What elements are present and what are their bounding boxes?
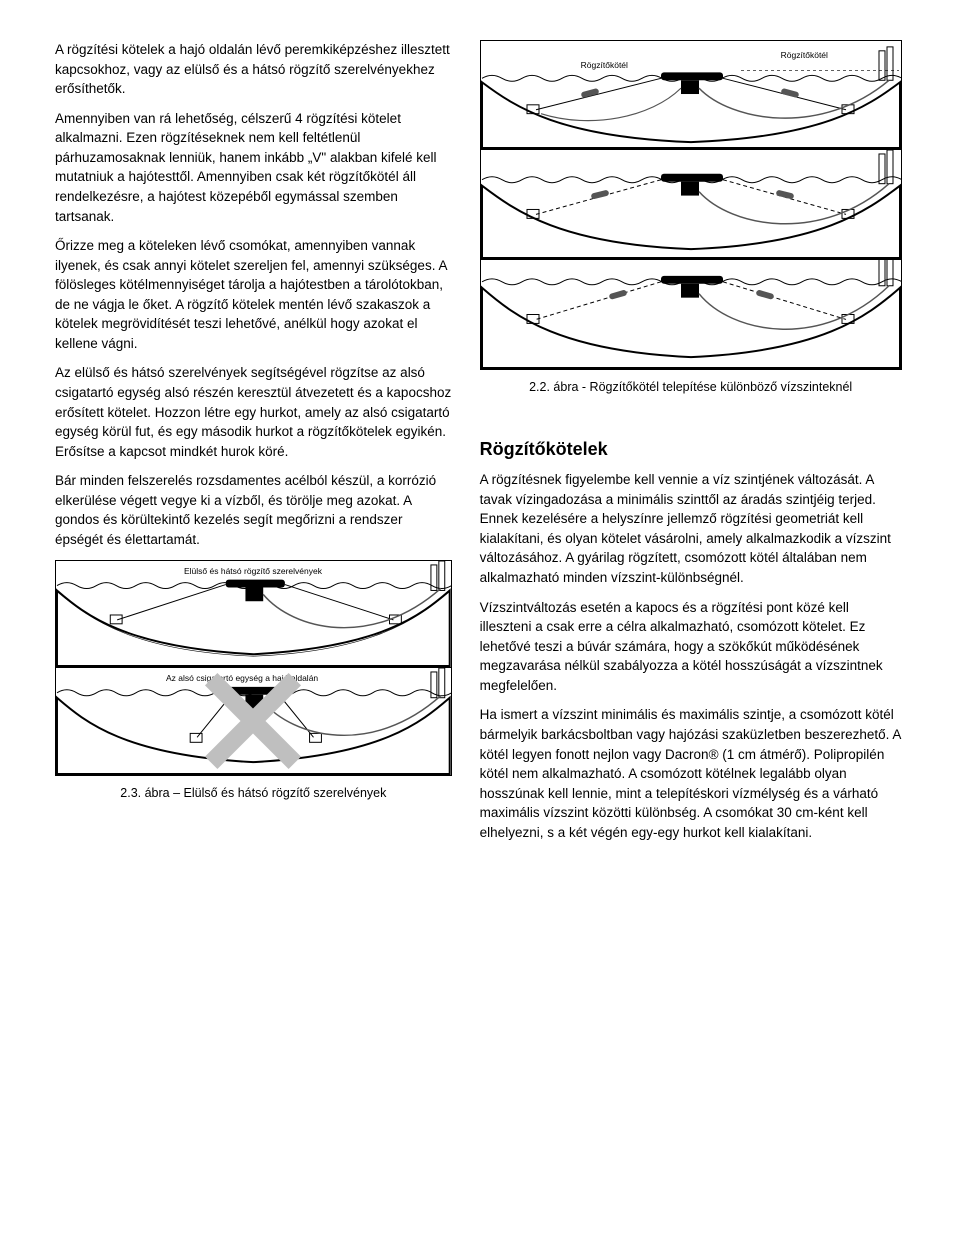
panel-label: Elülső és hátsó rögzítő szerelvények (184, 565, 322, 577)
top-right-col: Rögzítőkötél Rögzítőkötél (480, 40, 902, 852)
paragraph: Amennyiben van rá lehetőség, célszerű 4 … (55, 109, 452, 226)
pond-diagram-icon (481, 260, 901, 369)
paragraph: Ha ismert a vízszint minimális és maximá… (480, 705, 902, 842)
panel-label: Az alsó csigatartó egység a hajó oldalán (166, 672, 318, 684)
figure-2-2-panel-b (480, 150, 902, 260)
section-heading: Rögzítőkötelek (480, 436, 902, 462)
pond-diagram-icon (481, 41, 901, 149)
figure-2-3: Elülső és hátsó rögzítő szerelvények (55, 560, 452, 776)
paragraph: Az elülső és hátsó szerelvények segítség… (55, 363, 452, 461)
paragraph: A rögzítési kötelek a hajó oldalán lévő … (55, 40, 452, 99)
panel-label: Rögzítőkötél (781, 49, 828, 61)
figure-2-2: Rögzítőkötél Rögzítőkötél (480, 40, 902, 370)
paragraph: Őrizze meg a köteleken lévő csomókat, am… (55, 236, 452, 353)
top-left-col: A rögzítési kötelek a hajó oldalán lévő … (55, 40, 452, 812)
figure-2-3-panel-b: Az alsó csigatartó egység a hajó oldalán (55, 668, 452, 776)
figure-2-3-panel-a: Elülső és hátsó rögzítő szerelvények (55, 560, 452, 668)
panel-label: Rögzítőkötél (581, 59, 628, 71)
paragraph: Bár minden felszerelés rozsdamentes acél… (55, 471, 452, 549)
paragraph: A rögzítésnek figyelembe kell vennie a v… (480, 470, 902, 587)
figure-2-2-panel-c (480, 260, 902, 370)
figure-2-2-caption: 2.2. ábra - Rögzítőkötél telepítése külö… (480, 378, 902, 396)
pond-diagram-icon (481, 150, 901, 259)
figure-2-2-panel-a: Rögzítőkötél Rögzítőkötél (480, 40, 902, 150)
figure-2-3-caption: 2.3. ábra – Elülső és hátsó rögzítő szer… (55, 784, 452, 802)
top-section: A rögzítési kötelek a hajó oldalán lévő … (55, 40, 899, 852)
paragraph: Vízszintváltozás esetén a kapocs és a rö… (480, 598, 902, 696)
